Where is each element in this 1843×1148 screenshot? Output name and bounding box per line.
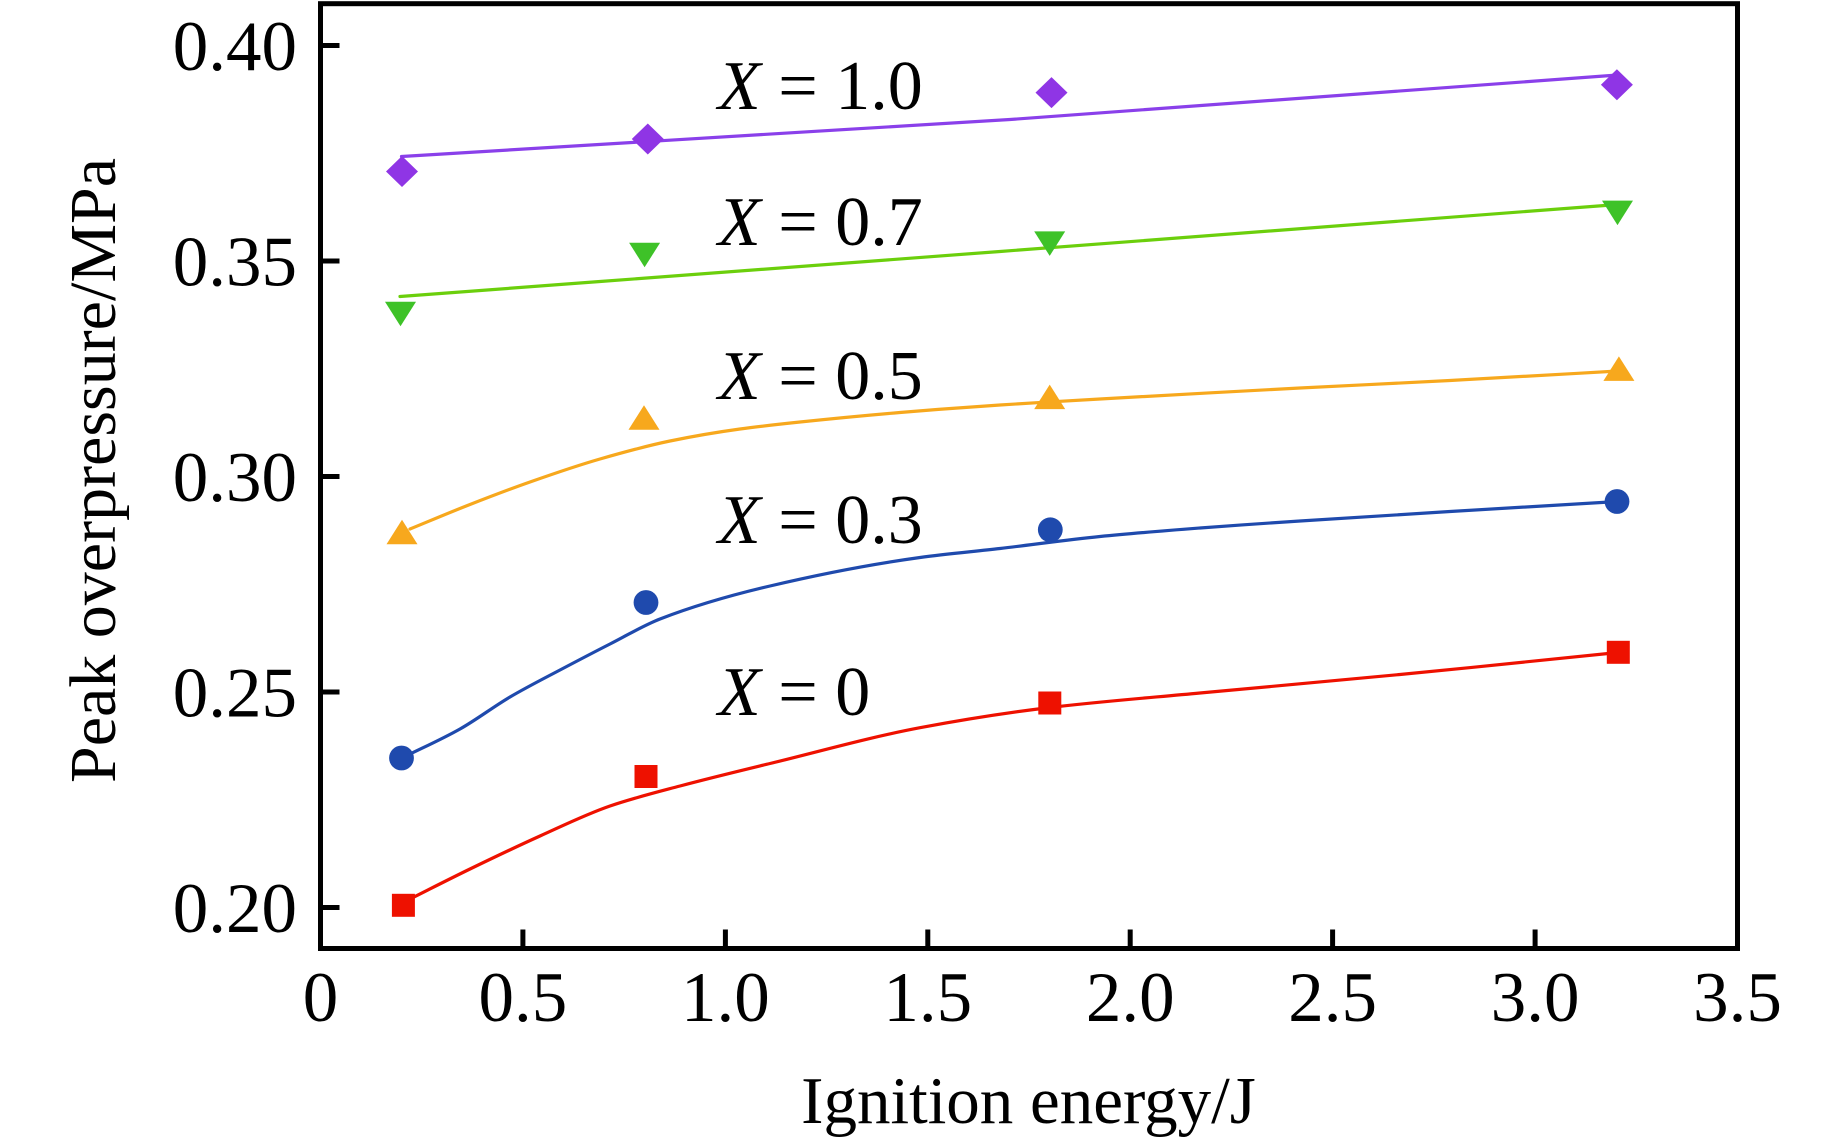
svg-text:X = 0.3: X = 0.3 [715, 482, 923, 559]
svg-text:3.0: 3.0 [1491, 959, 1580, 1037]
svg-text:2.0: 2.0 [1086, 959, 1175, 1037]
svg-text:1.0: 1.0 [681, 959, 770, 1037]
svg-text:0.30: 0.30 [173, 439, 297, 517]
svg-text:Peak overpressure/MPa: Peak overpressure/MPa [57, 158, 130, 783]
svg-text:0: 0 [303, 959, 339, 1037]
svg-text:0.20: 0.20 [173, 870, 297, 948]
svg-text:2.5: 2.5 [1288, 959, 1377, 1037]
svg-text:X = 0.5: X = 0.5 [715, 338, 923, 415]
svg-text:0.35: 0.35 [173, 224, 297, 302]
svg-text:1.5: 1.5 [883, 959, 972, 1037]
svg-text:0.40: 0.40 [173, 8, 297, 86]
svg-text:Ignition energy/J: Ignition energy/J [801, 1064, 1256, 1138]
svg-text:3.5: 3.5 [1693, 959, 1782, 1037]
svg-text:X = 1.0: X = 1.0 [715, 48, 923, 125]
svg-text:X = 0: X = 0 [715, 654, 870, 731]
svg-text:0.25: 0.25 [173, 655, 297, 733]
svg-text:X = 0.7: X = 0.7 [715, 184, 923, 261]
svg-text:0.5: 0.5 [479, 959, 568, 1037]
